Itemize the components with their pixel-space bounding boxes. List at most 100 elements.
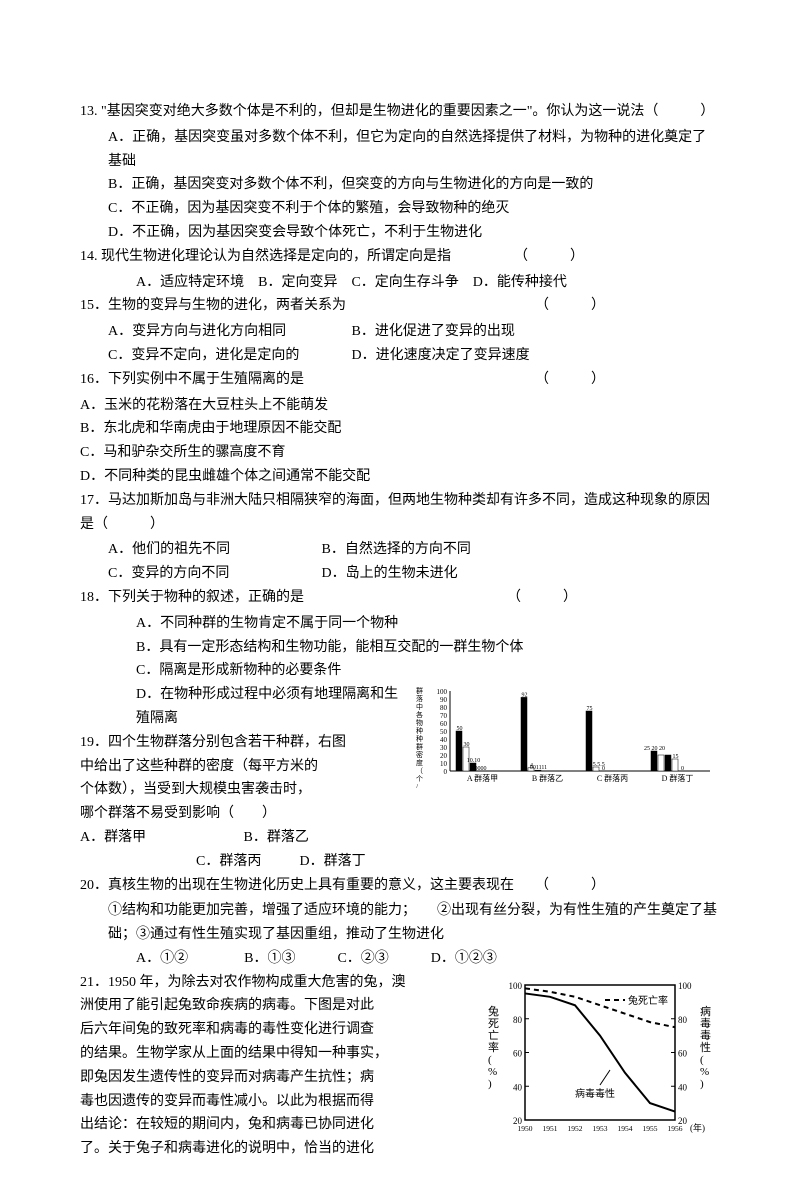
q15-opts-row2: C．变异不定向，进化是定向的 D．进化速度决定了变异速度: [80, 344, 720, 368]
svg-text:各: 各: [416, 710, 423, 719]
svg-text:0: 0: [444, 768, 448, 776]
svg-text:病: 病: [700, 1004, 711, 1018]
q15-opts-row1: A．变异方向与进化方向相同 B．进化促进了变异的出现: [80, 320, 720, 344]
svg-text:兔: 兔: [488, 1004, 499, 1018]
svg-text:20: 20: [440, 752, 448, 760]
svg-text:100: 100: [509, 981, 523, 991]
q15-opt-c: C．变异不定向，进化是定向的: [108, 344, 348, 368]
q18-opt-c: C．隔离是形成新物种的必要条件: [80, 659, 720, 683]
svg-text:个: 个: [416, 775, 423, 783]
q16-opt-b: B．东北虎和华南虎由于地理原因不能交配: [80, 417, 720, 441]
q17-opt-d: D．岛上的生物未进化: [322, 562, 458, 586]
q16-opt-d: D．不同种类的昆虫雌雄个体之间通常不能交配: [80, 465, 720, 489]
svg-text:兔死亡率: 兔死亡率: [628, 994, 668, 1007]
svg-text:40: 40: [678, 1082, 688, 1092]
q17-opts-row2: C．变异的方向不同 D．岛上的生物未进化: [80, 562, 720, 586]
svg-text:80: 80: [440, 704, 448, 712]
svg-text:（: （: [416, 767, 423, 775]
q18-opt-a: A．不同种群的生物肯定不属于同一个物种: [80, 612, 720, 636]
q15-opt-b: B．进化促进了变异的出现: [352, 320, 515, 344]
svg-text:25 20 20: 25 20 20: [644, 746, 665, 752]
svg-text:度: 度: [416, 758, 423, 767]
svg-text:100: 100: [678, 981, 692, 991]
svg-text:40: 40: [513, 1082, 523, 1092]
q16-opt-c: C．马和驴杂交所生的骡高度不育: [80, 441, 720, 465]
q18-stem: 18．下列关于物种的叙述，正确的是 （ ）: [80, 586, 720, 610]
q19-opt-d: D．群落丁: [300, 854, 366, 869]
svg-text:40: 40: [440, 736, 448, 744]
svg-text:C 群落丙: C 群落丙: [597, 773, 628, 783]
svg-text:1954: 1954: [618, 1124, 633, 1133]
svg-text:1956: 1956: [668, 1124, 683, 1133]
q20-stem: 20．真核生物的出现在生物进化历史上具有重要的意义，这主要表现在 （ ）: [80, 874, 720, 898]
svg-text:80: 80: [678, 1014, 688, 1024]
q17-opt-b: B．自然选择的方向不同: [322, 538, 471, 562]
q20-opts: A．①② B．①③ C．②③ D．①②③: [80, 947, 720, 971]
svg-text:60: 60: [513, 1048, 523, 1058]
svg-text:群: 群: [416, 742, 423, 751]
svg-text:亡: 亡: [488, 1028, 499, 1042]
q15-opt-a: A．变异方向与进化方向相同: [108, 320, 348, 344]
svg-text:0: 0: [602, 766, 605, 772]
q14-stem: 14. 现代生物进化理论认为自然选择是定向的，所谓定向是指 （ ）: [80, 245, 720, 269]
svg-text:毒: 毒: [700, 1029, 711, 1042]
line-chart: 兔死亡率(%)病毒毒性(%)10010080806060404020201950…: [480, 975, 720, 1150]
svg-text:毒: 毒: [700, 1017, 711, 1030]
svg-text:率: 率: [488, 1040, 499, 1054]
svg-text:/: /: [416, 783, 418, 788]
svg-text:种: 种: [416, 734, 423, 743]
svg-text:性: 性: [700, 1040, 711, 1054]
svg-text:30: 30: [464, 742, 470, 748]
q14-opts: A．适应特定环境 B．定向变异 C．定向生存斗争 D．能传种接代: [80, 271, 720, 295]
svg-text:001111: 001111: [530, 765, 547, 771]
q19-opts-row2: C．群落丙 D．群落丁: [80, 850, 720, 874]
q20-items: ①结构和功能更加完善，增强了适应环境的能力； ②出现有丝分裂，为有性生殖的产生奠…: [80, 899, 720, 947]
svg-text:%: %: [488, 1066, 497, 1078]
svg-text:30: 30: [440, 744, 448, 752]
svg-text:0000: 0000: [475, 766, 487, 772]
svg-text:100: 100: [437, 688, 448, 696]
svg-text:(: (: [700, 1054, 704, 1066]
svg-text:(: (: [488, 1054, 492, 1066]
q19-opts-row1: A．群落甲 B．群落乙: [80, 826, 720, 850]
svg-text:80: 80: [513, 1014, 523, 1024]
svg-text:10: 10: [440, 760, 448, 768]
q17-opts-row1: A．他们的祖先不同 B．自然选择的方向不同: [80, 538, 720, 562]
q19-stem-l4: 哪个群落不易受到影响（ ）: [80, 802, 720, 826]
svg-text:50: 50: [440, 728, 448, 736]
q19-opt-b: B．群落乙: [244, 830, 309, 845]
q13-opt-a: A．正确，基因突变虽对多数个体不利，但它为定向的自然选择提供了材料，为物种的进化…: [80, 126, 720, 174]
q18-opt-b: B．具有一定形态结构和生物功能，能相互交配的一群生物个体: [80, 636, 720, 660]
svg-text:物: 物: [416, 718, 423, 727]
svg-text:): ): [488, 1078, 492, 1090]
q17-stem: 17．马达加斯加岛与非洲大陆只相隔狭窄的海面，但两地生物种类却有许多不同，造成这…: [80, 489, 720, 537]
svg-text:%: %: [700, 1066, 709, 1078]
svg-text:A 群落甲: A 群落甲: [467, 773, 498, 783]
svg-text:1955: 1955: [643, 1124, 658, 1133]
svg-text:1951: 1951: [543, 1124, 558, 1133]
svg-text:1953: 1953: [593, 1124, 608, 1133]
svg-text:92: 92: [522, 693, 528, 699]
q15-stem: 15．生物的变异与生物的进化，两者关系为 （ ）: [80, 294, 720, 318]
svg-text:死: 死: [488, 1018, 499, 1030]
svg-text:中: 中: [416, 702, 423, 711]
svg-text:(年): (年): [690, 1122, 705, 1133]
svg-text:D 群落丁: D 群落丁: [662, 773, 694, 783]
svg-text:病毒毒性: 病毒毒性: [575, 1087, 615, 1100]
svg-text:落: 落: [416, 694, 423, 703]
svg-text:70: 70: [440, 712, 448, 720]
q13-opt-d: D．不正确，因为基因突变会导致个体死亡，不利于生物进化: [80, 221, 720, 245]
svg-text:0: 0: [681, 766, 684, 772]
svg-text:60: 60: [440, 720, 448, 728]
svg-text:15: 15: [673, 754, 679, 760]
svg-text:B 群落乙: B 群落乙: [532, 773, 563, 783]
svg-text:密: 密: [416, 750, 423, 759]
q19-opt-c: C．群落丙: [136, 850, 296, 874]
svg-text:): ): [700, 1078, 704, 1090]
q17-opt-c: C．变异的方向不同: [108, 562, 318, 586]
svg-text:种: 种: [416, 726, 423, 735]
svg-text:75: 75: [587, 706, 593, 712]
q16-stem: 16．下列实例中不属于生殖隔离的是 （ ）: [80, 368, 720, 392]
q16-opt-a: A．玉米的花粉落在大豆柱头上不能萌发: [80, 394, 720, 418]
svg-text:90: 90: [440, 696, 448, 704]
